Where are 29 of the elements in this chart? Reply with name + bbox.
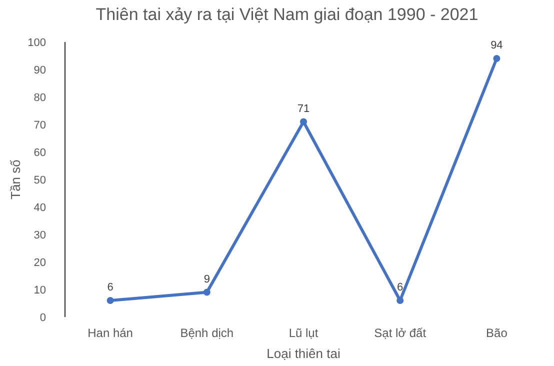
y-tick-label: 20 (34, 256, 46, 269)
y-tick-label: 50 (34, 174, 46, 186)
x-tick-label: Sạt lở đất (374, 326, 427, 340)
point (493, 55, 500, 62)
y-tick-label: 100 (28, 36, 46, 49)
data-label: 6 (107, 282, 114, 294)
y-tick-label: 60 (34, 146, 46, 159)
x-axis-title: Loại thiên tai (266, 346, 340, 361)
point (203, 288, 210, 296)
data-label: 94 (490, 40, 503, 52)
x-tick-label: Lũ lụt (288, 326, 319, 340)
y-tick-label: 70 (34, 119, 46, 132)
x-tick-label: Bệnh dịch (180, 326, 234, 340)
chart-title: Thiên tai xảy ra tại Việt Nam giai đoạn 1990 - 2021 (96, 5, 478, 24)
y-tick-label: 80 (34, 92, 46, 104)
y-axis-title: Tần số (8, 160, 23, 200)
data-label: 9 (204, 273, 210, 286)
x-tick-label: Bão (486, 326, 508, 340)
x-tick-label: Han hán (88, 326, 133, 340)
y-tick-label: 30 (34, 229, 46, 242)
point (396, 297, 404, 304)
data-label: 6 (397, 282, 404, 294)
point (300, 118, 307, 126)
point (106, 297, 114, 304)
y-tick-label: 40 (34, 202, 46, 214)
y-tick-label: 0 (40, 312, 46, 324)
data-label: 71 (297, 102, 310, 115)
y-tick-label: 90 (34, 64, 46, 76)
y-tick-label: 10 (34, 284, 46, 296)
